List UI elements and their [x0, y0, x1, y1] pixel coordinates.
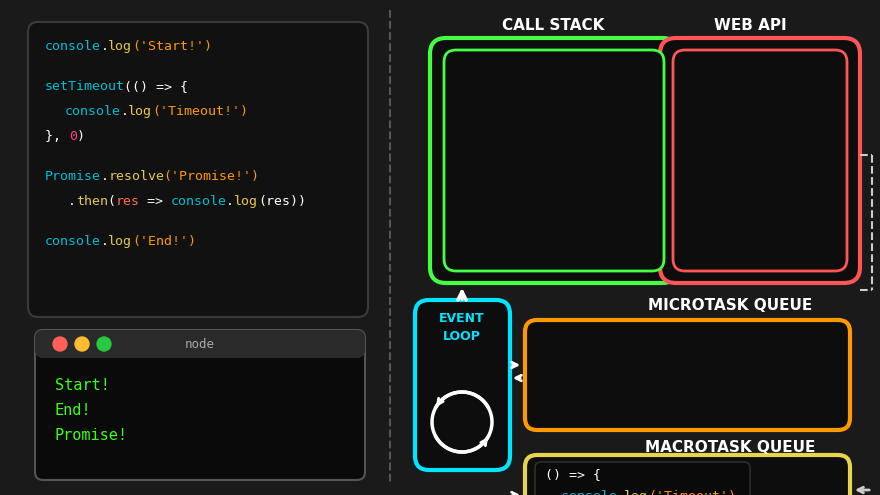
Circle shape — [97, 337, 111, 351]
Text: ): ) — [77, 130, 84, 143]
Text: (() => {: (() => { — [124, 80, 188, 93]
Circle shape — [75, 337, 89, 351]
Text: .: . — [100, 40, 108, 53]
Text: (: ( — [107, 195, 115, 208]
Text: MACROTASK QUEUE: MACROTASK QUEUE — [645, 440, 815, 455]
Text: .: . — [121, 105, 128, 118]
Text: 0: 0 — [69, 130, 77, 143]
Text: console: console — [45, 235, 101, 248]
FancyBboxPatch shape — [660, 38, 860, 283]
Text: node: node — [185, 338, 215, 350]
Text: ('Timeout!'): ('Timeout!') — [152, 105, 248, 118]
Text: then: then — [76, 195, 108, 208]
Text: console: console — [65, 105, 121, 118]
FancyBboxPatch shape — [444, 50, 664, 271]
Text: CALL STACK: CALL STACK — [502, 18, 605, 33]
Text: .: . — [226, 195, 234, 208]
Text: .: . — [616, 490, 624, 495]
FancyBboxPatch shape — [28, 22, 368, 317]
Text: log: log — [108, 235, 132, 248]
FancyBboxPatch shape — [35, 330, 365, 358]
Text: LOOP: LOOP — [443, 330, 481, 343]
Text: log: log — [128, 105, 152, 118]
Text: (res)): (res)) — [258, 195, 306, 208]
FancyBboxPatch shape — [525, 320, 850, 430]
Text: log: log — [624, 490, 649, 495]
FancyBboxPatch shape — [535, 462, 750, 495]
Text: console: console — [171, 195, 227, 208]
FancyBboxPatch shape — [525, 455, 850, 495]
Text: End!: End! — [55, 403, 92, 418]
Text: ('Promise!'): ('Promise!') — [164, 170, 260, 183]
Text: EVENT: EVENT — [439, 312, 485, 325]
Text: MICROTASK QUEUE: MICROTASK QUEUE — [648, 298, 812, 313]
Text: .: . — [68, 195, 76, 208]
FancyBboxPatch shape — [430, 38, 678, 283]
Text: () => {: () => { — [545, 468, 601, 481]
Text: Promise!: Promise! — [55, 428, 128, 443]
Text: resolve: resolve — [108, 170, 165, 183]
Text: setTimeout: setTimeout — [45, 80, 125, 93]
FancyBboxPatch shape — [35, 330, 365, 480]
Text: log: log — [234, 195, 258, 208]
Text: ('Start!'): ('Start!') — [132, 40, 212, 53]
Text: WEB API: WEB API — [714, 18, 787, 33]
Text: Promise: Promise — [45, 170, 101, 183]
FancyBboxPatch shape — [673, 50, 847, 271]
Text: .: . — [100, 170, 108, 183]
Text: console: console — [545, 490, 617, 495]
Text: ('End!'): ('End!') — [132, 235, 196, 248]
Text: =>: => — [139, 195, 172, 208]
Text: console: console — [45, 40, 101, 53]
Text: log: log — [108, 40, 132, 53]
Text: Start!: Start! — [55, 378, 110, 393]
FancyBboxPatch shape — [415, 300, 510, 470]
Text: res: res — [115, 195, 140, 208]
Text: .: . — [100, 235, 108, 248]
Circle shape — [53, 337, 67, 351]
Text: ('Timeout'): ('Timeout') — [648, 490, 736, 495]
Text: },: }, — [45, 130, 69, 143]
